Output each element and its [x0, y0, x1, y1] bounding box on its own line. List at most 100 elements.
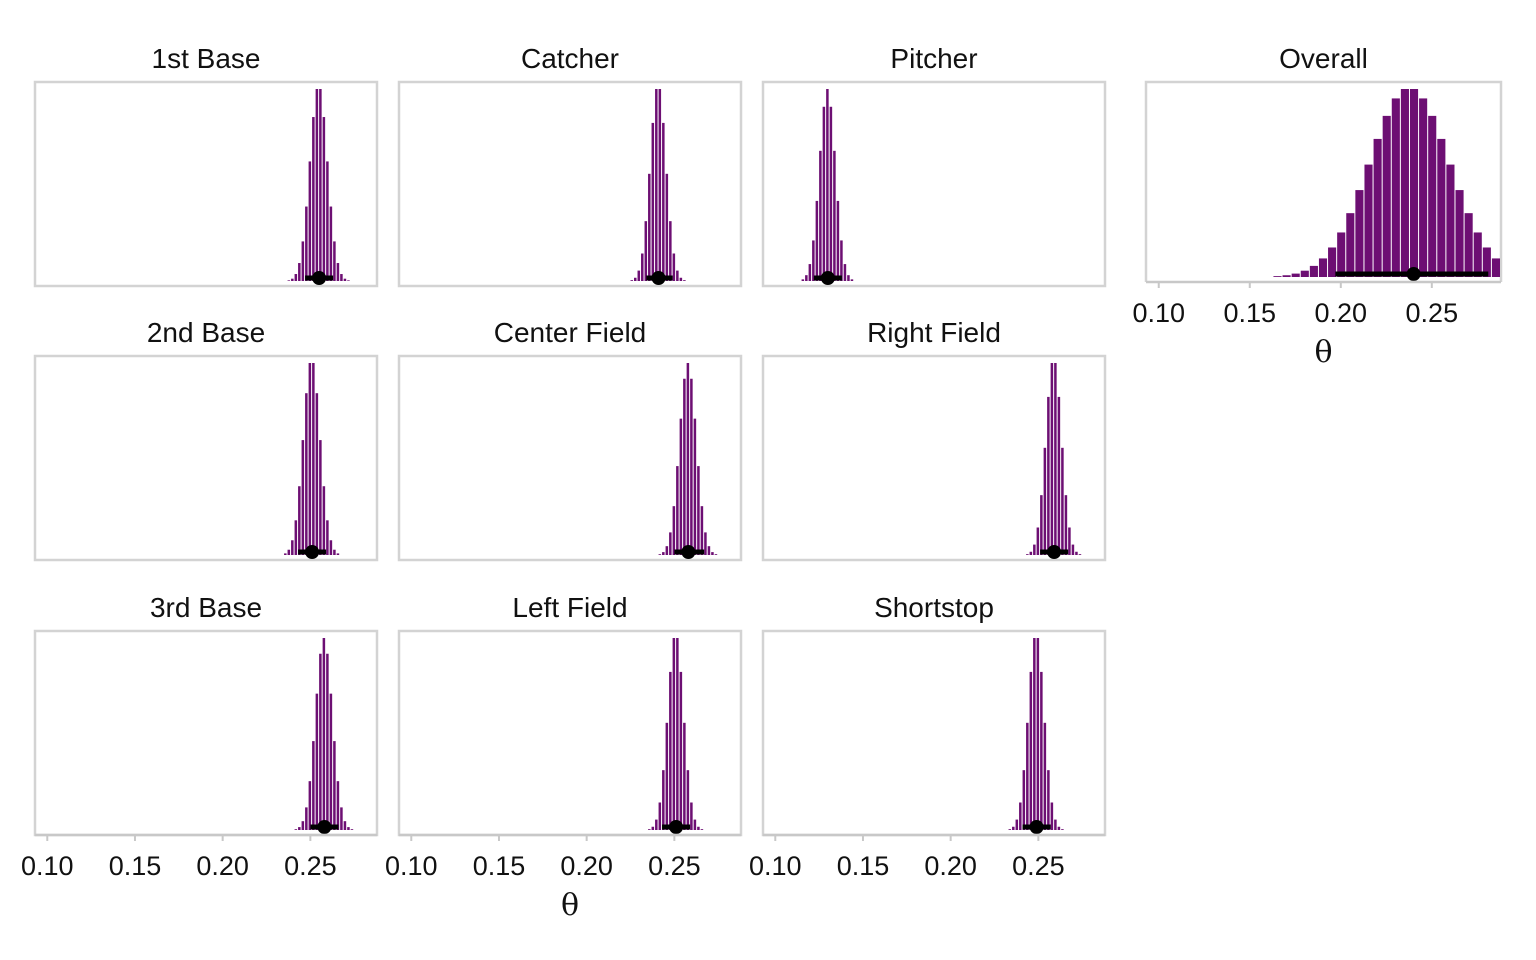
histogram-bar [714, 554, 718, 555]
histogram-bar [1364, 164, 1373, 277]
panel-title: Overall [1279, 43, 1368, 74]
facet-panel: Right Field [761, 317, 1107, 562]
histogram-bar [315, 393, 319, 555]
histogram-bar [1337, 232, 1346, 277]
histogram-bar [294, 274, 298, 281]
histogram-bar [1273, 276, 1282, 277]
histogram-bar [662, 552, 665, 555]
x-tick-label: 0.15 [473, 851, 526, 881]
histogram-bar [665, 546, 669, 555]
histogram-bar [826, 89, 829, 281]
panel-frame [761, 354, 1107, 562]
x-axis-label: θ [1314, 335, 1332, 370]
histogram-bar [315, 693, 319, 830]
histogram-bar [1054, 819, 1057, 830]
histogram-bar [340, 274, 343, 281]
histogram-bar [1022, 770, 1026, 830]
histogram-bar [655, 819, 658, 830]
histogram-bar [672, 638, 676, 830]
histogram-bar [326, 161, 329, 281]
histogram-bar [1061, 447, 1064, 555]
histogram-bar [1428, 115, 1437, 278]
histogram-bar [700, 829, 704, 830]
histogram-bar [850, 279, 854, 281]
histogram-bar [1043, 447, 1047, 555]
facet-panel: Left Field 0.10 0.15 0.20 0.25 θ [385, 592, 743, 923]
x-tick-label: 0.20 [196, 851, 249, 881]
histogram-bar [801, 279, 805, 281]
histogram-bar [333, 549, 336, 555]
histogram-bar [298, 486, 301, 555]
histogram-bar [1029, 551, 1033, 555]
point-estimate [669, 820, 684, 834]
histogram-bar [326, 653, 329, 830]
histogram-bar [319, 440, 322, 555]
histogram-bar [1008, 829, 1012, 830]
histogram-bar [669, 532, 672, 555]
x-tick-label: 0.10 [749, 851, 802, 881]
histogram-bar [1455, 190, 1464, 277]
histogram-bar [686, 363, 690, 555]
facet-panel: Center Field [397, 317, 743, 562]
histogram-bar [1036, 638, 1040, 830]
panel-title: 3rd Base [150, 592, 262, 623]
histogram-bar [648, 173, 651, 281]
histogram-bar [686, 770, 690, 830]
histogram-bar [315, 89, 319, 281]
histogram-bar [1033, 544, 1036, 555]
histogram-bar [833, 150, 836, 281]
histogram-bar [676, 466, 679, 555]
histogram-bar [1328, 247, 1337, 277]
histogram-bar [336, 263, 340, 281]
histogram-bar [1057, 826, 1061, 830]
histogram-bar [294, 520, 298, 555]
x-tick-label: 0.20 [560, 851, 613, 881]
histogram-bar [312, 363, 315, 555]
histogram-bar [1015, 819, 1019, 830]
histogram-bar [329, 540, 333, 555]
histogram-bar [301, 440, 305, 555]
histogram-bar [347, 827, 350, 830]
histogram-bar [1064, 495, 1068, 555]
histogram-bar [1473, 232, 1482, 277]
point-estimate [317, 820, 332, 834]
x-tick-label: 0.20 [924, 851, 977, 881]
histogram-bar [291, 540, 294, 555]
histogram-bar [1373, 138, 1382, 277]
histogram-bar [287, 280, 291, 281]
histogram-bar [1026, 554, 1029, 555]
point-estimate [1047, 545, 1062, 559]
histogram-bar [322, 486, 326, 555]
histogram-bar [847, 275, 850, 281]
histogram-bar [312, 741, 315, 830]
histogram-bar [1346, 213, 1355, 277]
histogram-bar [298, 263, 301, 281]
x-tick-label: 0.25 [1406, 298, 1459, 328]
histogram-bar [672, 253, 676, 281]
histogram-bar [693, 418, 697, 555]
histogram-bar [658, 802, 662, 830]
panel-frame [397, 80, 743, 288]
histogram-bar [662, 122, 665, 281]
histogram-bar [704, 532, 707, 555]
histogram-bar [1050, 802, 1054, 830]
histogram-bar [319, 653, 322, 830]
histogram-bar [294, 829, 298, 830]
histogram-bar [808, 264, 812, 281]
panel-title: Catcher [521, 43, 619, 74]
histogram-bar [815, 200, 819, 281]
histogram-bar [829, 106, 833, 282]
histogram-bar [690, 802, 693, 830]
histogram-bar [805, 275, 808, 281]
histogram-bar [1078, 554, 1082, 555]
histogram-bar [333, 741, 336, 830]
histogram-bar [683, 378, 686, 555]
histogram-bar [1047, 770, 1050, 830]
histogram-bar [343, 278, 347, 281]
x-tick-label: 0.10 [385, 851, 438, 881]
histogram-bar [1291, 273, 1300, 277]
histogram-bar [333, 241, 336, 281]
panel-frame [1144, 80, 1503, 282]
point-estimate [681, 545, 696, 559]
x-tick-label: 0.10 [21, 851, 74, 881]
